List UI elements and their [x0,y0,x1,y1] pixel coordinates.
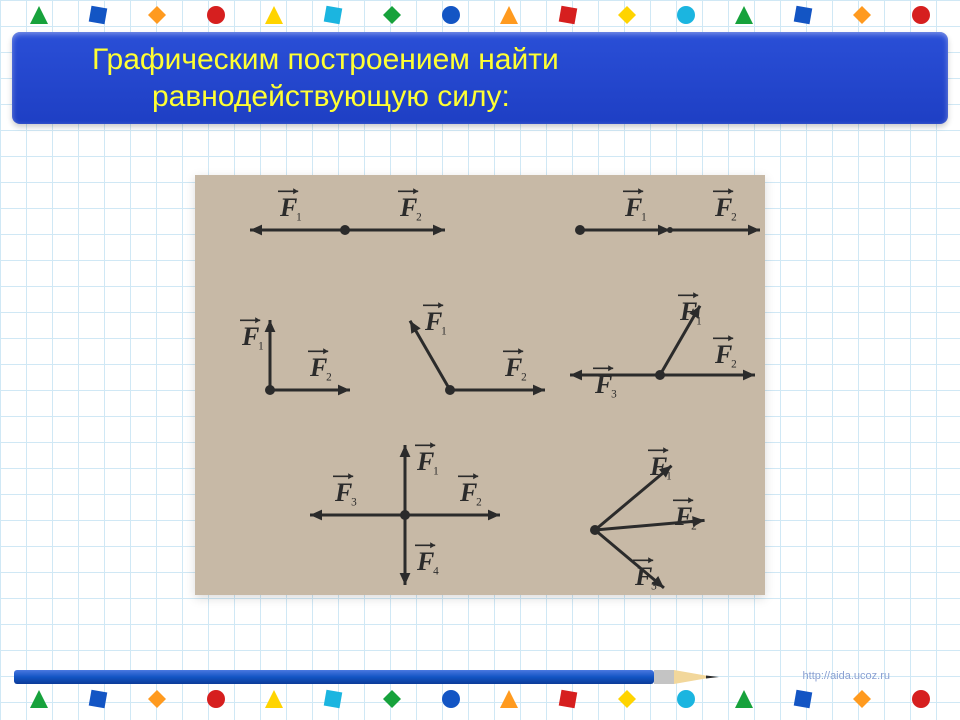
svg-text:2: 2 [326,372,332,384]
svg-text:2: 2 [691,521,697,533]
diagrams-svg: F1 F2 F1 F2 F1 F2 F1 F2 F1 F2 F3 F1 F2 F… [195,175,765,595]
svg-text:F: F [424,307,442,336]
svg-text:3: 3 [611,389,617,401]
svg-text:F: F [416,547,434,576]
title-banner: Графическим построением найти равнодейст… [12,32,948,124]
decoration-bottom-bar [0,684,960,714]
svg-text:1: 1 [258,341,264,353]
svg-text:F: F [674,502,692,531]
svg-text:F: F [416,447,434,476]
svg-text:F: F [679,297,697,326]
svg-text:F: F [334,478,352,507]
svg-text:2: 2 [416,212,422,224]
svg-text:1: 1 [433,466,439,478]
force-diagrams-figure: F1 F2 F1 F2 F1 F2 F1 F2 F1 F2 F3 F1 F2 F… [195,175,765,595]
svg-text:F: F [241,322,259,351]
svg-text:2: 2 [731,212,737,224]
svg-text:F: F [634,562,652,591]
svg-text:1: 1 [696,316,702,328]
svg-text:F: F [714,193,732,222]
title-line-1: Графическим построением найти [92,41,868,79]
title-line-2: равнодействующую силу: [92,78,868,116]
footer-link[interactable]: http://aida.ucoz.ru [803,670,890,682]
svg-text:F: F [309,353,327,382]
svg-text:F: F [594,370,612,399]
svg-text:F: F [279,193,297,222]
svg-text:4: 4 [433,566,439,578]
svg-text:3: 3 [351,497,357,509]
svg-text:F: F [504,353,522,382]
svg-text:1: 1 [666,471,672,483]
svg-text:2: 2 [731,359,737,371]
pencil-decoration [14,670,734,684]
svg-text:F: F [624,193,642,222]
svg-text:3: 3 [651,581,657,593]
svg-text:1: 1 [641,212,647,224]
svg-text:F: F [714,340,732,369]
svg-text:1: 1 [441,326,447,338]
decoration-top-bar [0,0,960,30]
svg-text:2: 2 [521,372,527,384]
svg-text:F: F [399,193,417,222]
svg-text:F: F [649,452,667,481]
svg-text:2: 2 [476,497,482,509]
svg-text:F: F [459,478,477,507]
svg-text:1: 1 [296,212,302,224]
